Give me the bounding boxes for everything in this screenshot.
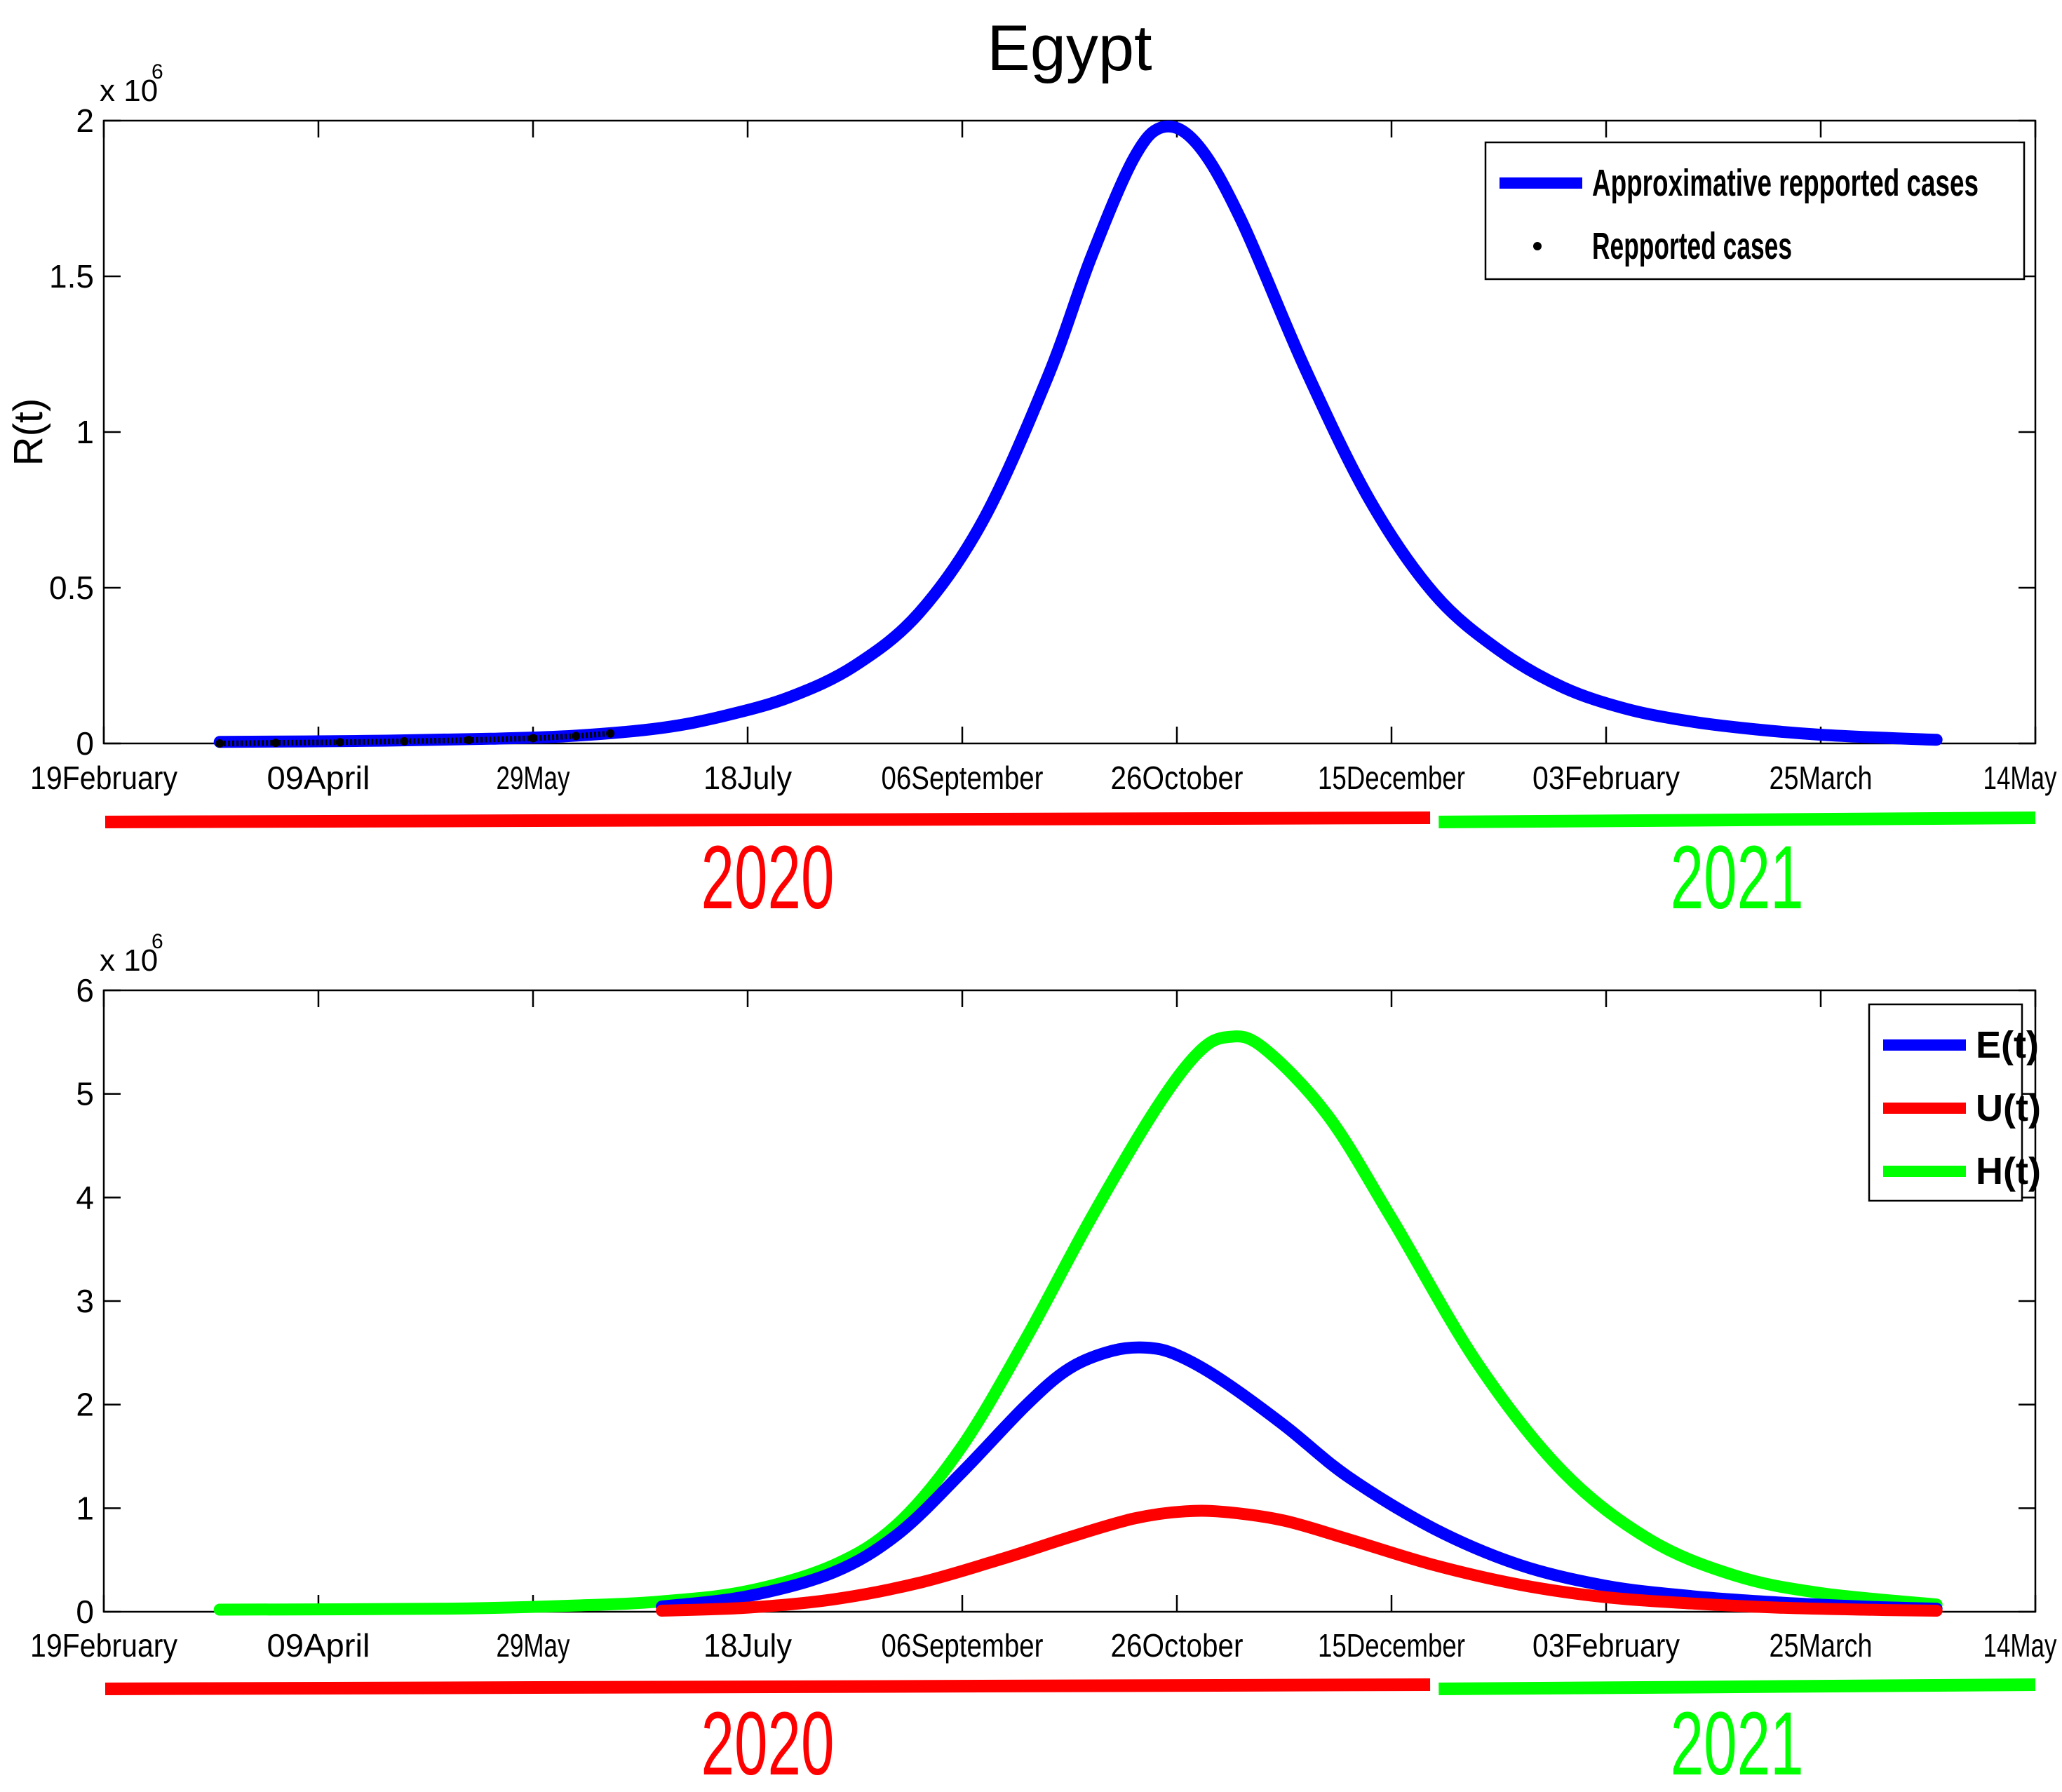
y-tick-label: 0 bbox=[76, 1594, 94, 1630]
x-tick-label: 26October bbox=[1111, 1627, 1244, 1664]
y-tick-label: 2 bbox=[76, 1387, 94, 1423]
y-tick-label: 6 bbox=[76, 972, 94, 1009]
x-tick-label: 15December bbox=[1318, 760, 1465, 796]
x-tick-label: 25March bbox=[1770, 1627, 1873, 1664]
legend-marker bbox=[1533, 242, 1542, 250]
x-tick-label: 15December bbox=[1318, 1627, 1465, 1664]
data-point bbox=[400, 737, 408, 745]
y-tick-label: 0 bbox=[76, 725, 94, 762]
series-e-t- bbox=[656, 1341, 1943, 1615]
legend-label: U(t) bbox=[1976, 1087, 2041, 1129]
y-multiplier: x 10 bbox=[100, 943, 158, 978]
y-tick-label: 3 bbox=[76, 1283, 94, 1319]
year-band-2020 bbox=[105, 811, 1431, 828]
y-tick-label: 1 bbox=[76, 414, 94, 450]
series-u-t- bbox=[656, 1504, 1943, 1617]
data-point bbox=[572, 732, 580, 740]
y-tick-label: 4 bbox=[76, 1179, 94, 1215]
year-label-2020: 2020 bbox=[701, 1694, 835, 1792]
y-tick-label: 5 bbox=[76, 1076, 94, 1112]
x-tick-label: 26October bbox=[1111, 760, 1244, 796]
y-axis-label: R(t) bbox=[6, 398, 51, 466]
chart-bottom: 19February 09April 29May 18July 06September 2… bbox=[30, 930, 2057, 1792]
x-tick-label: 14May bbox=[1983, 1627, 2057, 1664]
y-tick-label: 2 bbox=[76, 102, 94, 139]
x-tick-label: 29May bbox=[497, 1627, 570, 1664]
x-tick-label: 18July bbox=[703, 1627, 792, 1664]
legend-label: H(t) bbox=[1976, 1150, 2041, 1192]
legend-label: E(t) bbox=[1976, 1024, 2039, 1066]
chart-top: 19February 09April 29May 18July 06September 2… bbox=[6, 60, 2057, 928]
data-point bbox=[465, 736, 473, 744]
x-tick-label: 25March bbox=[1770, 760, 1873, 796]
x-tick-label: 19February bbox=[30, 760, 177, 796]
series-approximative-repported-cases bbox=[213, 120, 1943, 748]
data-point bbox=[216, 740, 224, 747]
y-tick-label: 1.5 bbox=[49, 258, 94, 295]
y-multiplier: x 10 bbox=[100, 74, 158, 108]
x-tick-label: 03February bbox=[1532, 1627, 1680, 1664]
x-tick-label: 29May bbox=[497, 760, 570, 796]
y-tick-label: 0.5 bbox=[49, 570, 94, 606]
x-tick-label: 19February bbox=[30, 1627, 177, 1664]
data-point bbox=[530, 734, 537, 742]
figure-title: Egypt bbox=[987, 13, 1152, 84]
y-tick-label: 1 bbox=[76, 1490, 94, 1526]
data-point bbox=[336, 739, 344, 746]
series-repported-cases bbox=[220, 730, 611, 746]
x-tick-label: 06September bbox=[882, 1627, 1044, 1664]
year-band-2021 bbox=[1438, 811, 2036, 828]
year-label-2021: 2021 bbox=[1671, 828, 1804, 928]
data-point bbox=[607, 729, 614, 737]
legend-box bbox=[1484, 141, 2026, 281]
legend-label: Repported cases bbox=[1592, 225, 1792, 267]
year-label-2021: 2021 bbox=[1671, 1694, 1804, 1792]
x-tick-label: 06September bbox=[882, 760, 1044, 796]
x-tick-label: 18July bbox=[703, 760, 792, 796]
year-label-2020: 2020 bbox=[701, 828, 835, 928]
y-exponent: 6 bbox=[151, 60, 163, 83]
legend-label: Approximative repported cases bbox=[1592, 162, 1979, 204]
x-tick-label: 14May bbox=[1983, 760, 2057, 796]
year-band-2021 bbox=[1438, 1678, 2036, 1695]
x-tick-label: 09April bbox=[267, 760, 370, 796]
data-point bbox=[271, 739, 279, 747]
y-exponent: 6 bbox=[151, 930, 163, 953]
x-tick-label: 03February bbox=[1532, 760, 1680, 796]
x-tick-label: 09April bbox=[267, 1627, 370, 1664]
year-band-2020 bbox=[105, 1678, 1431, 1695]
